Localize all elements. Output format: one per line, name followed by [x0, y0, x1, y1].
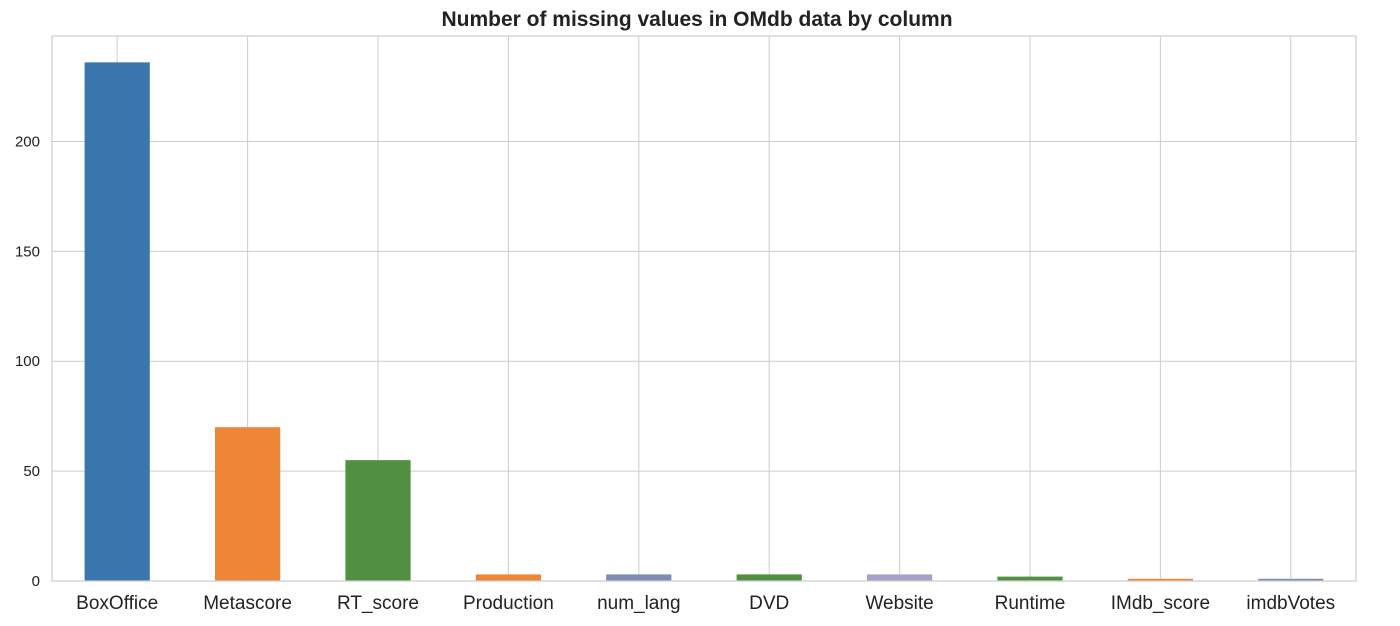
x-tick-label: num_lang	[597, 593, 680, 614]
bar-RT_score	[345, 460, 411, 581]
plot-frame	[51, 35, 1357, 582]
x-axis-ticks: BoxOffice Metascore RT_score Production num_…	[76, 593, 1335, 614]
x-tick-label: Website	[865, 593, 933, 614]
bar-IMdb_score	[1127, 578, 1193, 581]
bar-Production	[475, 574, 541, 581]
x-tick-label: IMdb_score	[1111, 593, 1210, 614]
y-axis-ticks: 0 50 100 150 200	[15, 133, 40, 590]
x-tick-label: DVD	[749, 593, 789, 614]
bar-Website	[867, 574, 933, 581]
x-tick-label: RT_score	[337, 593, 419, 614]
bar-Metascore	[215, 427, 281, 581]
bar-BoxOffice	[84, 62, 150, 581]
x-tick-label: imdbVotes	[1246, 593, 1335, 614]
bar-imdbVotes	[1258, 578, 1324, 581]
x-tick-label: BoxOffice	[76, 593, 158, 614]
chart-title: Number of missing values in OMdb data by…	[441, 8, 952, 31]
y-tick-label: 150	[15, 243, 40, 260]
bar-DVD	[736, 574, 802, 581]
bar-num_lang	[606, 574, 672, 581]
x-tick-label: Production	[463, 593, 554, 614]
y-tick-label: 0	[32, 573, 40, 590]
x-tick-label: Runtime	[995, 593, 1066, 614]
x-tick-label: Metascore	[203, 593, 292, 614]
y-tick-label: 200	[15, 133, 40, 150]
bars	[84, 62, 1324, 581]
y-tick-label: 100	[15, 353, 40, 370]
y-tick-label: 50	[23, 463, 40, 480]
bar-Runtime	[997, 576, 1063, 581]
